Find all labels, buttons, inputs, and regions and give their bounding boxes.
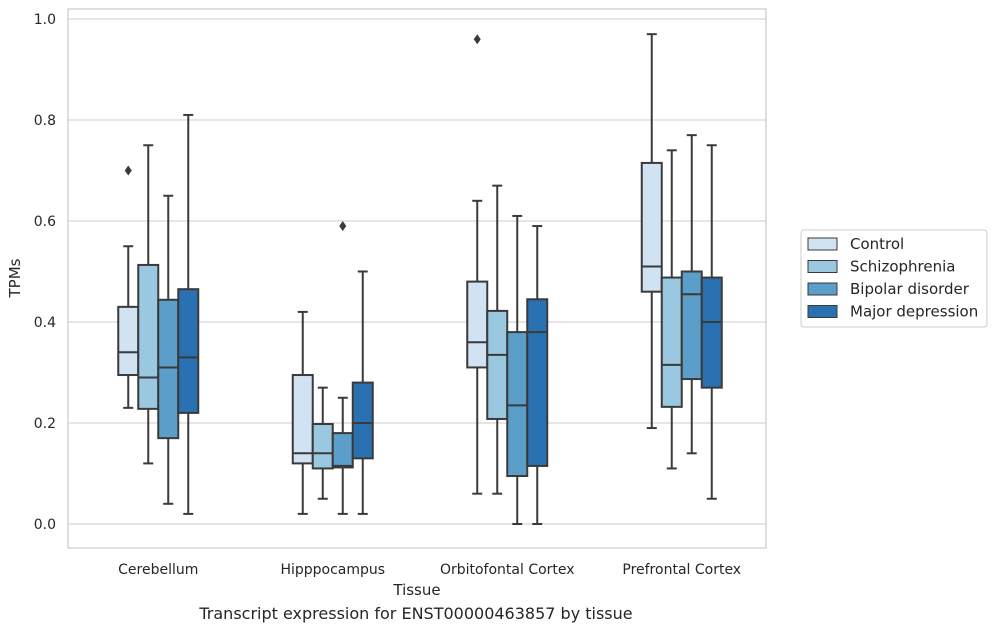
box-iqr [466, 280, 489, 369]
box-2-3 [526, 225, 549, 525]
legend-label: Bipolar disorder [850, 280, 970, 298]
box-0-1 [137, 144, 160, 465]
box-iqr [137, 263, 160, 410]
y-axis-ticks: 0.0 0.2 0.4 0.6 0.8 1.0 [34, 12, 56, 533]
x-axis-label: Tissue [392, 581, 440, 599]
legend-label: Control [850, 235, 904, 253]
box-iqr [680, 270, 703, 381]
box-1-2 [331, 221, 354, 515]
x-tick-label: Prefrontal Cortex [622, 562, 741, 578]
box-3-0 [640, 33, 663, 430]
y-tick-label: 0.2 [34, 416, 56, 432]
x-axis-ticks: Cerebellum Hipppocampus Orbitofontal Corte… [118, 562, 741, 578]
box-2-0 [466, 34, 489, 495]
x-tick-label: Hipppocampus [280, 562, 385, 578]
legend-swatch [807, 237, 838, 251]
legend-label: Schizophrenia [850, 258, 955, 276]
box-iqr [486, 309, 509, 420]
outlier-point [124, 165, 132, 176]
chart-caption: Transcript expression for ENST0000046385… [199, 604, 633, 623]
legend-frame [800, 229, 988, 328]
y-tick-label: 0.8 [34, 113, 56, 129]
box-3-2 [680, 134, 703, 455]
box-iqr [526, 298, 549, 467]
box-2-1 [486, 184, 509, 495]
x-tick-label: Orbitofontal Cortex [440, 562, 575, 578]
box-iqr [506, 331, 529, 478]
box-iqr [157, 298, 180, 440]
box-iqr [660, 276, 683, 408]
box-iqr [700, 276, 723, 389]
y-tick-label: 1.0 [34, 12, 56, 28]
box-2-2 [506, 214, 529, 525]
outlier-point [473, 34, 481, 45]
box-iqr [351, 381, 374, 460]
box-1-3 [351, 270, 374, 515]
box-3-1 [660, 149, 683, 470]
box-iqr [331, 432, 354, 469]
y-tick-label: 0.0 [34, 517, 56, 533]
box-iqr [117, 305, 140, 377]
legend-swatch [807, 305, 838, 318]
x-tick-label: Cerebellum [118, 562, 198, 578]
box-0-3 [177, 113, 200, 515]
legend-label: Major depression [850, 303, 978, 321]
legend-swatch [807, 282, 838, 296]
box-iqr [311, 423, 334, 470]
y-tick-label: 0.4 [34, 315, 56, 331]
plot-boxes [117, 33, 723, 525]
y-tick-label: 0.6 [34, 214, 56, 230]
outlier-point [339, 221, 347, 232]
legend-swatch [807, 260, 838, 273]
y-axis-label: TPMs [6, 258, 24, 298]
box-0-0 [117, 165, 140, 409]
box-iqr [177, 288, 200, 414]
plot-frame [67, 8, 767, 549]
box-1-1 [311, 386, 334, 500]
box-1-0 [291, 310, 314, 515]
box-iqr [291, 374, 314, 465]
box-0-2 [157, 194, 180, 505]
legend: Control Schizophrenia Bipolar disorder Majo… [800, 229, 988, 328]
box-3-3 [700, 144, 723, 500]
box-iqr [640, 161, 663, 293]
